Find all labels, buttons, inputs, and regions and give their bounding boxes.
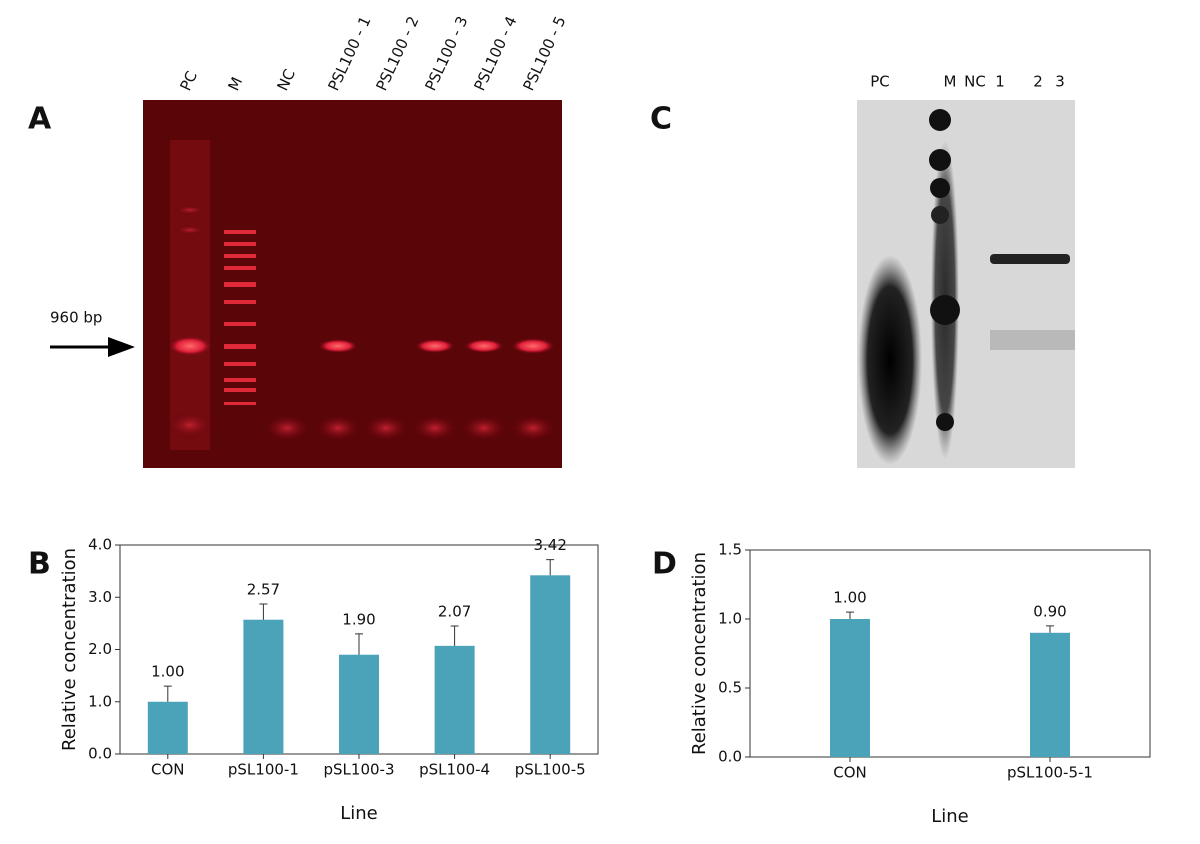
error-bar <box>163 685 172 702</box>
lane-label: NC <box>273 66 298 93</box>
error-bar <box>450 625 459 646</box>
blot-c <box>857 100 1075 468</box>
error-bar <box>546 559 555 576</box>
y-tick-label: 0.0 <box>88 745 112 763</box>
y-tick-label: 0.5 <box>718 679 742 697</box>
lane-label: PC <box>870 73 890 91</box>
panel-letter: C <box>650 102 672 137</box>
error-bar <box>846 611 854 619</box>
x-tick-label: pSL100-3 <box>324 761 395 779</box>
x-tick-label: pSL100-5-1 <box>1007 764 1093 782</box>
bar <box>830 619 870 757</box>
value-label: 1.90 <box>342 610 375 628</box>
bar <box>147 701 188 754</box>
bar <box>243 619 284 754</box>
y-axis-label: Relative concentration <box>59 548 80 751</box>
value-label: 1.00 <box>833 589 866 607</box>
lane-label: PSL100 - 1 <box>324 13 374 93</box>
value-label: 2.07 <box>438 602 471 620</box>
lane-label: 3 <box>1055 73 1065 91</box>
bar <box>434 645 475 754</box>
error-bar <box>355 633 363 655</box>
y-tick-label: 3.0 <box>88 588 112 606</box>
y-tick-label: 1.5 <box>718 541 742 559</box>
y-tick-label: 1.0 <box>718 610 742 628</box>
y-tick-label: 4.0 <box>88 536 112 554</box>
lane-label: PSL100 - 3 <box>421 13 471 93</box>
lane-label: PSL100 - 5 <box>519 13 569 93</box>
error-bar <box>259 603 268 620</box>
lane-label: PSL100 - 4 <box>470 13 520 93</box>
value-label: 0.90 <box>1033 602 1066 620</box>
y-axis-label: Relative concentration <box>689 552 710 755</box>
x-tick-label: pSL100-4 <box>419 761 490 779</box>
lane-label: 1 <box>995 73 1005 91</box>
panel-letter: B <box>28 547 51 582</box>
y-tick-label: 2.0 <box>88 640 112 658</box>
x-axis-label: Line <box>340 803 378 824</box>
x-axis-label: Line <box>931 806 969 827</box>
arrow-head <box>108 337 135 357</box>
panel-letter: A <box>28 102 52 137</box>
lane-label: M <box>944 73 957 91</box>
value-label: 1.00 <box>151 663 184 681</box>
gel-a <box>143 100 562 468</box>
lane-label: 2 <box>1033 73 1043 91</box>
value-label: 2.57 <box>247 581 280 599</box>
bar <box>530 575 571 754</box>
x-tick-label: CON <box>151 761 185 779</box>
value-label: 3.42 <box>533 536 566 554</box>
lane-label: PC <box>176 68 201 93</box>
x-tick-label: pSL100-1 <box>228 761 299 779</box>
plot-frame <box>749 549 1151 758</box>
y-tick-label: 0.0 <box>718 748 742 766</box>
bar <box>339 654 379 754</box>
error-bar <box>1046 625 1054 633</box>
marker-label: 960 bp <box>50 309 102 327</box>
lane-label: M <box>224 74 246 93</box>
y-tick-label: 1.0 <box>88 692 112 710</box>
x-tick-label: CON <box>833 764 867 782</box>
lane-label: PSL100 - 2 <box>372 13 422 93</box>
x-tick-label: pSL100-5 <box>515 761 586 779</box>
panel-letter: D <box>652 547 677 582</box>
lane-label: NC <box>964 73 986 91</box>
bar <box>1030 632 1070 757</box>
